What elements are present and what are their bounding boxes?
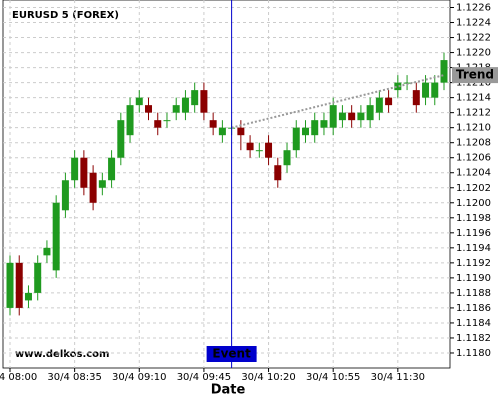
x-tick-label: 30/4 09:10 — [112, 372, 166, 383]
y-tick-label: 1.1184 — [456, 318, 491, 329]
y-tick-label: 1.1210 — [456, 123, 491, 134]
trend-line — [231, 74, 445, 129]
x-tick-label: 30/4 08:35 — [47, 372, 101, 383]
y-tick-label: 1.1196 — [456, 228, 491, 239]
x-tick-label: 30/4 10:55 — [306, 372, 360, 383]
candle-body — [357, 112, 365, 121]
x-axis-label: Date — [211, 383, 246, 398]
candle-body — [311, 120, 319, 136]
y-tick-label: 1.1194 — [456, 243, 491, 254]
event-label-box — [206, 346, 257, 362]
candle-body — [34, 262, 42, 293]
candle-body — [154, 120, 162, 128]
y-tick-label: 1.1190 — [456, 273, 491, 284]
chart-title: EURUSD 5 (FOREX) — [12, 10, 119, 21]
candle-body — [283, 150, 291, 166]
candle-body — [89, 172, 97, 203]
candle-body — [181, 97, 189, 113]
candle-body — [274, 165, 282, 181]
candle-body — [126, 105, 134, 136]
watermark: www.delkos.com — [15, 349, 109, 360]
candle-body — [320, 120, 328, 128]
candle-body — [15, 262, 23, 308]
candle-body — [200, 90, 208, 113]
candle-body — [191, 90, 199, 106]
y-tick-label: 1.1208 — [456, 138, 491, 149]
y-tick-label: 1.1204 — [456, 168, 491, 179]
candle-body — [61, 180, 69, 211]
y-tick-label: 1.1182 — [456, 333, 491, 344]
candle-body — [348, 112, 356, 121]
candle-body — [329, 105, 337, 128]
y-tick-label: 1.1180 — [456, 348, 491, 359]
candle-body — [163, 120, 171, 122]
candle-body — [385, 97, 393, 106]
candle-body — [255, 150, 263, 152]
candle-body — [246, 142, 254, 151]
x-tick-label: 30/4 09:45 — [177, 372, 231, 383]
event-label: Event — [212, 347, 251, 361]
candle-body — [265, 142, 273, 158]
candle-body — [117, 120, 125, 158]
y-tick-label: 1.1216 — [456, 78, 491, 89]
y-tick-label: 1.1212 — [456, 108, 491, 119]
y-tick-label: 1.1222 — [456, 33, 491, 44]
candle-body — [145, 105, 153, 113]
candle-body — [440, 60, 448, 83]
candle-body — [422, 82, 430, 98]
x-tick-label: 30/4 11:30 — [371, 372, 425, 383]
candle-body — [52, 202, 60, 271]
candle-body — [172, 105, 180, 113]
plot-area — [2, 0, 451, 369]
y-tick-label: 1.1214 — [456, 93, 491, 104]
candle-body — [301, 127, 309, 136]
candle-body — [394, 82, 402, 91]
candle-body — [24, 292, 32, 301]
candle-body — [292, 127, 300, 151]
y-tick-label: 1.1188 — [456, 288, 491, 299]
y-tick-label: 1.1186 — [456, 303, 491, 314]
y-tick-label: 1.1206 — [456, 153, 491, 164]
candle-body — [71, 157, 79, 181]
x-tick-label: 30/4 10:20 — [241, 372, 295, 383]
candle-body — [218, 127, 226, 136]
candle-body — [431, 82, 439, 98]
candle-body — [237, 127, 245, 136]
candle-body — [43, 247, 51, 256]
y-tick-label: 1.1226 — [456, 3, 491, 14]
candle-body — [135, 97, 143, 106]
y-tick-label: 1.1224 — [456, 18, 491, 29]
x-tick-label: 30/4 08:00 — [0, 372, 37, 383]
candle-body — [98, 180, 106, 188]
candle-body — [338, 112, 346, 121]
candle-body — [412, 90, 420, 106]
candle-body — [6, 262, 14, 308]
candle-body — [366, 105, 374, 121]
y-tick-label: 1.1220 — [456, 48, 491, 59]
y-tick-label: 1.1200 — [456, 198, 491, 209]
candle-body — [375, 97, 383, 113]
trend-label: Trend — [456, 68, 494, 82]
candle-body — [403, 82, 411, 84]
y-tick-label: 1.1202 — [456, 183, 491, 194]
candle-body — [80, 157, 88, 188]
candle-body — [108, 157, 116, 181]
trend-label-box — [452, 67, 498, 84]
candle-body — [209, 120, 217, 128]
y-tick-label: 1.1192 — [456, 258, 491, 269]
y-tick-label: 1.1198 — [456, 213, 491, 224]
